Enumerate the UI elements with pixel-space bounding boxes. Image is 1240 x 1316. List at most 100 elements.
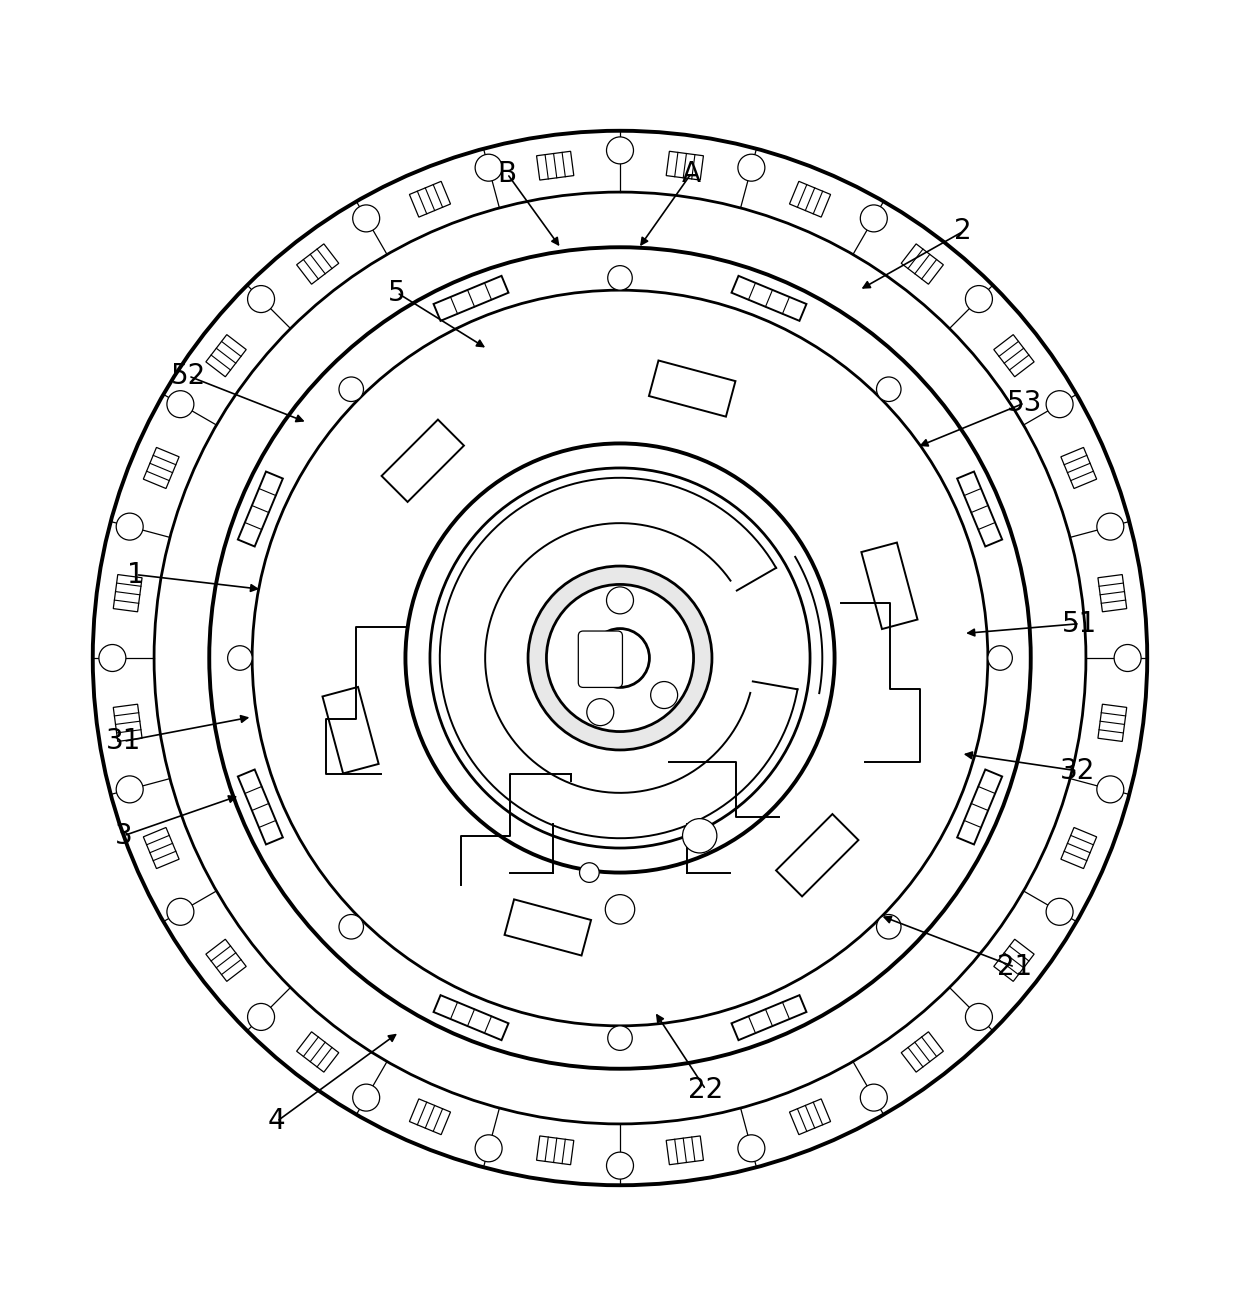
Text: 51: 51 bbox=[1063, 609, 1097, 638]
Circle shape bbox=[352, 205, 379, 232]
Bar bbox=[1061, 828, 1096, 869]
Circle shape bbox=[738, 154, 765, 182]
Circle shape bbox=[405, 443, 835, 873]
Circle shape bbox=[154, 192, 1086, 1124]
Bar bbox=[144, 828, 179, 869]
Circle shape bbox=[1047, 899, 1073, 925]
Bar bbox=[238, 770, 283, 845]
Bar bbox=[113, 704, 143, 741]
Circle shape bbox=[587, 699, 614, 725]
Bar bbox=[901, 1032, 944, 1073]
Bar bbox=[505, 899, 591, 955]
Circle shape bbox=[606, 1152, 634, 1179]
Text: 52: 52 bbox=[171, 362, 206, 390]
Circle shape bbox=[93, 130, 1147, 1186]
Bar bbox=[238, 471, 283, 546]
Circle shape bbox=[682, 819, 717, 853]
Bar bbox=[1097, 575, 1127, 612]
Circle shape bbox=[966, 1003, 992, 1030]
Text: 2: 2 bbox=[955, 217, 972, 245]
Circle shape bbox=[248, 286, 274, 313]
Circle shape bbox=[1114, 645, 1141, 671]
Bar bbox=[537, 1136, 574, 1165]
Circle shape bbox=[606, 587, 634, 613]
Circle shape bbox=[605, 895, 635, 924]
Bar bbox=[957, 471, 1002, 546]
Circle shape bbox=[430, 468, 810, 848]
Bar bbox=[790, 182, 831, 217]
Bar bbox=[206, 940, 247, 982]
Text: B: B bbox=[497, 159, 517, 188]
Circle shape bbox=[475, 154, 502, 182]
Circle shape bbox=[861, 1084, 888, 1111]
Bar bbox=[409, 182, 450, 217]
Bar bbox=[790, 1099, 831, 1134]
Circle shape bbox=[248, 1003, 274, 1030]
Bar bbox=[901, 243, 944, 284]
Circle shape bbox=[1047, 391, 1073, 417]
Circle shape bbox=[966, 286, 992, 313]
Bar bbox=[732, 995, 806, 1040]
Circle shape bbox=[651, 682, 677, 708]
Circle shape bbox=[228, 646, 252, 670]
Text: A: A bbox=[682, 159, 701, 188]
Bar bbox=[382, 420, 464, 501]
Text: 3: 3 bbox=[114, 821, 133, 850]
Circle shape bbox=[606, 137, 634, 164]
Text: 22: 22 bbox=[688, 1075, 723, 1104]
Bar bbox=[296, 1032, 339, 1073]
Circle shape bbox=[99, 645, 126, 671]
Bar bbox=[409, 1099, 450, 1134]
Text: 32: 32 bbox=[1060, 757, 1095, 784]
Circle shape bbox=[167, 899, 193, 925]
Bar bbox=[296, 243, 339, 284]
Circle shape bbox=[861, 205, 888, 232]
Bar bbox=[1097, 704, 1127, 741]
Bar bbox=[144, 447, 179, 488]
Circle shape bbox=[877, 915, 901, 940]
Circle shape bbox=[877, 376, 901, 401]
Bar bbox=[862, 542, 918, 629]
Bar bbox=[434, 995, 508, 1040]
Bar bbox=[993, 334, 1034, 376]
Bar bbox=[1061, 447, 1096, 488]
Circle shape bbox=[352, 1084, 379, 1111]
Bar bbox=[993, 940, 1034, 982]
Circle shape bbox=[1097, 513, 1123, 540]
Circle shape bbox=[210, 247, 1030, 1069]
Bar bbox=[666, 151, 703, 180]
Circle shape bbox=[339, 376, 363, 401]
Circle shape bbox=[579, 863, 599, 883]
Circle shape bbox=[252, 290, 988, 1026]
Circle shape bbox=[475, 1134, 502, 1162]
Bar bbox=[666, 1136, 703, 1165]
Text: 1: 1 bbox=[126, 561, 145, 588]
Text: 21: 21 bbox=[997, 953, 1033, 980]
Text: 4: 4 bbox=[268, 1108, 285, 1136]
Circle shape bbox=[988, 646, 1012, 670]
Circle shape bbox=[608, 266, 632, 290]
Text: 5: 5 bbox=[388, 279, 405, 307]
Circle shape bbox=[590, 629, 650, 687]
Circle shape bbox=[167, 391, 193, 417]
Bar bbox=[434, 276, 508, 321]
Bar bbox=[957, 770, 1002, 845]
Text: 53: 53 bbox=[1007, 390, 1043, 417]
Bar bbox=[732, 276, 806, 321]
Circle shape bbox=[608, 1026, 632, 1050]
Circle shape bbox=[339, 915, 363, 940]
Bar bbox=[776, 815, 858, 896]
Bar bbox=[537, 151, 574, 180]
Text: 31: 31 bbox=[105, 728, 141, 755]
Bar bbox=[206, 334, 247, 376]
Circle shape bbox=[117, 513, 143, 540]
Circle shape bbox=[1097, 776, 1123, 803]
Bar bbox=[113, 575, 143, 612]
Bar bbox=[322, 687, 378, 774]
FancyBboxPatch shape bbox=[578, 632, 622, 687]
Bar bbox=[649, 361, 735, 417]
Circle shape bbox=[547, 584, 693, 732]
Circle shape bbox=[738, 1134, 765, 1162]
Circle shape bbox=[117, 776, 143, 803]
Circle shape bbox=[528, 566, 712, 750]
